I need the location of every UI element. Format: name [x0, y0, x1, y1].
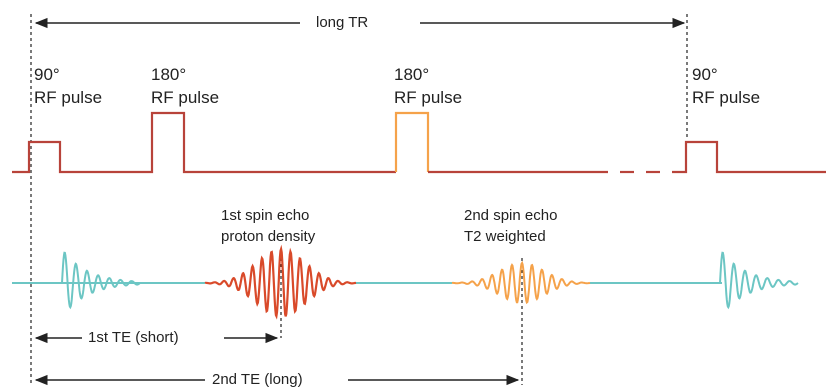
long-tr-label: long TR [312, 15, 373, 30]
te2-label: 2nd TE (long) [208, 372, 307, 387]
pulse-2-degree: 180° [151, 65, 187, 84]
pulse-2-label: RF pulse [151, 88, 220, 107]
pulse-1-label: RF pulse [34, 88, 103, 107]
rf-pulse-180-second [394, 111, 430, 172]
pulse-4-degree: 90° [692, 65, 718, 84]
spin-echo-2-signal [451, 260, 591, 305]
fid-signal-2 [719, 251, 799, 310]
echo-2-subtitle: T2 weighted [464, 228, 546, 245]
pulse-4-label: RF pulse [692, 88, 761, 107]
te1-label: 1st TE (short) [84, 330, 183, 345]
rf-pulse-line-end [672, 140, 826, 174]
fid-signal-1 [61, 251, 141, 310]
echo-1-subtitle: proton density [221, 228, 316, 245]
echo-1-title: 1st spin echo [221, 207, 310, 224]
pulse-1-degree: 90° [34, 65, 60, 84]
rf-pulse-line [12, 111, 396, 174]
pulse-3-label: RF pulse [394, 88, 463, 107]
spin-echo-1-signal [204, 244, 357, 320]
echo-2-title: 2nd spin echo [464, 207, 558, 224]
pulse-3-degree: 180° [394, 65, 430, 84]
